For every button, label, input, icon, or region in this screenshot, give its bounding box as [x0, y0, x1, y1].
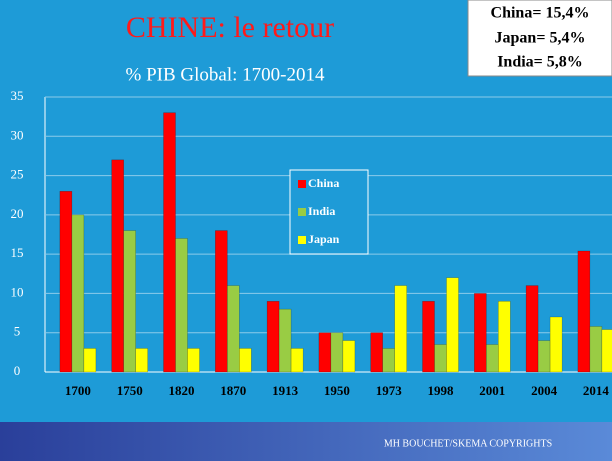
- x-tick-label: 1913: [272, 383, 299, 398]
- bar: [123, 230, 136, 373]
- note-box: [467, 0, 612, 77]
- footer-bar: [0, 422, 612, 461]
- bar: [474, 293, 487, 373]
- y-tick-label: 0: [14, 363, 21, 378]
- y-tick-label: 35: [11, 88, 24, 103]
- bar: [330, 332, 344, 373]
- bar: [342, 340, 356, 373]
- bar: [215, 230, 228, 373]
- bar: [187, 348, 200, 373]
- bar: [163, 112, 176, 373]
- bar: [266, 301, 280, 373]
- bar: [446, 277, 459, 373]
- bar: [71, 214, 85, 373]
- bar: [83, 348, 97, 373]
- bar: [175, 238, 188, 373]
- x-tick-label: 2004: [531, 383, 558, 398]
- legend-label: India: [308, 204, 335, 218]
- y-tick-label: 30: [11, 127, 24, 142]
- chart-subtitle: % PIB Global: 1700-2014: [126, 64, 325, 85]
- legend-swatch: [298, 208, 306, 216]
- bar: [589, 326, 603, 373]
- bar: [486, 344, 499, 373]
- y-tick-label: 20: [11, 206, 24, 221]
- legend-label: Japan: [308, 232, 340, 246]
- bar: [239, 348, 252, 373]
- x-tick-label: 1820: [169, 383, 195, 398]
- bar: [59, 191, 73, 373]
- x-tick-label: 1700: [65, 383, 91, 398]
- bar: [111, 159, 124, 373]
- note: India= 5,8%: [497, 54, 583, 71]
- legend-label: China: [308, 176, 339, 190]
- legend-swatch: [298, 180, 306, 188]
- x-tick-label: 2001: [479, 383, 505, 398]
- bar: [525, 285, 539, 373]
- x-tick-label: 2014: [583, 383, 610, 398]
- bar: [370, 332, 383, 373]
- chart-title: CHINE: le retour: [126, 11, 334, 44]
- y-tick-label: 15: [11, 245, 24, 260]
- y-tick-label: 5: [14, 324, 21, 339]
- note: China= 15,4%: [491, 5, 590, 22]
- x-tick-label: 1998: [428, 383, 455, 398]
- bar: [135, 348, 148, 373]
- bar: [278, 308, 292, 373]
- x-tick-label: 1950: [324, 383, 350, 398]
- bar: [422, 301, 435, 373]
- bar: [537, 340, 551, 373]
- bar: [577, 250, 591, 373]
- bar: [601, 329, 612, 373]
- bar: [382, 348, 395, 373]
- note: Japan= 5,4%: [495, 30, 586, 47]
- x-tick-label: 1870: [220, 383, 246, 398]
- legend-swatch: [298, 236, 306, 244]
- y-tick-label: 10: [11, 284, 24, 299]
- bar: [434, 344, 447, 373]
- bar: [227, 285, 240, 373]
- bar: [290, 348, 304, 373]
- footer-text: MH BOUCHET/SKEMA COPYRIGHTS: [384, 438, 552, 449]
- x-tick-label: 1973: [376, 383, 403, 398]
- bar: [394, 285, 407, 373]
- bar: [318, 332, 332, 373]
- y-tick-label: 25: [11, 167, 24, 182]
- x-tick-label: 1750: [117, 383, 143, 398]
- bar: [549, 316, 563, 373]
- bar: [498, 301, 511, 373]
